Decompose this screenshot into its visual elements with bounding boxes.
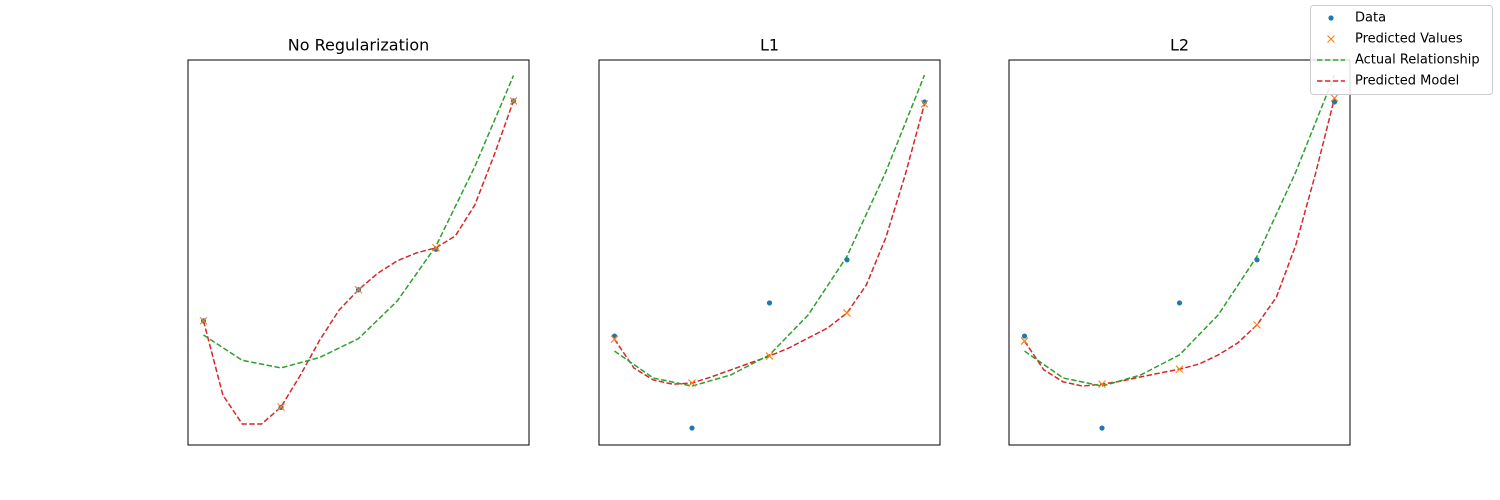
subplot-title: L2 [1170,36,1189,55]
predicted-marker [765,352,774,360]
data-point [689,425,695,431]
data-point [844,257,850,263]
data-point [1254,257,1260,263]
legend-label: Actual Relationship [1355,53,1480,68]
predicted-marker [1253,320,1261,329]
data-point [433,246,439,252]
predicted-marker [1175,365,1184,374]
predicted-marker [277,403,285,411]
axes-frame [1008,59,1351,446]
legend-swatch [1327,35,1335,43]
axes-frame [598,59,941,446]
data-point [1176,300,1183,306]
data-point [1021,333,1028,339]
data-point [1331,99,1338,105]
curve [203,75,515,369]
predicted-marker [1020,337,1029,345]
subplot-title: L1 [760,36,779,55]
legend-label: Predicted Model [1355,74,1459,89]
curve [1024,74,1336,387]
predicted-marker [688,379,696,387]
predicted-marker [509,96,518,105]
legend: Data Predicted Values Actual Relationship P… [1310,5,1493,95]
predicted-marker [1098,380,1106,389]
curve [614,74,926,387]
legend-label: Data [1355,11,1386,26]
predicted-marker [354,285,363,294]
subplot-title: No Regularization [288,36,430,55]
legend-box [1310,5,1493,95]
predicted-marker [843,309,851,317]
predicted-marker [432,243,440,252]
data-point [766,300,773,306]
data-point [1099,425,1105,431]
predicted-marker [610,335,619,344]
predicted-marker [1330,94,1339,103]
predicted-marker [920,100,929,108]
legend-label: Predicted Values [1355,32,1463,47]
legend-swatch [1328,15,1334,21]
axes-frame [187,59,530,446]
predicted-marker [199,316,208,325]
